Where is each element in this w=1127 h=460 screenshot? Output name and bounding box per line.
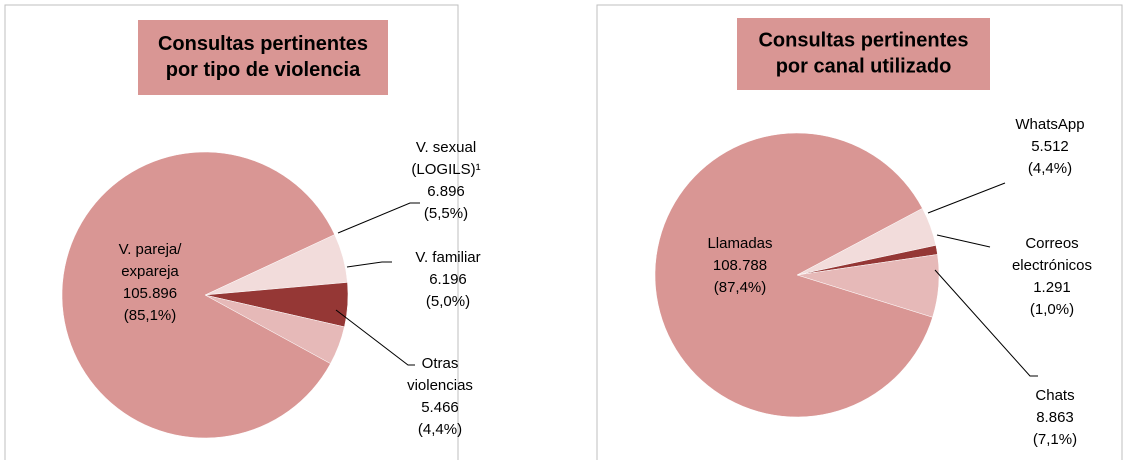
leader-line — [346, 261, 392, 268]
data-label: electrónicos — [1012, 257, 1092, 274]
data-label: expareja — [121, 263, 179, 280]
data-label: (5,5%) — [424, 205, 468, 222]
data-label: 105.896 — [123, 285, 177, 302]
pie-slice — [654, 132, 933, 418]
panel-border — [596, 4, 1123, 460]
data-label: Otras — [422, 355, 459, 372]
data-label: violencias — [407, 377, 473, 394]
data-label: V. pareja/ — [119, 241, 183, 258]
data-label: 6.896 — [427, 183, 465, 200]
chart-title: por canal utilizado — [776, 55, 952, 77]
data-label: (4,4%) — [418, 421, 462, 438]
data-label: (4,4%) — [1028, 160, 1072, 177]
title-box — [737, 18, 990, 90]
leader-line — [936, 234, 991, 248]
data-label: 8.863 — [1036, 409, 1074, 426]
leader-line — [335, 309, 415, 366]
data-label: (1,0%) — [1030, 301, 1074, 318]
data-label: 1.291 — [1033, 279, 1071, 296]
data-label: (5,0%) — [426, 293, 470, 310]
chart-title: Consultas pertinentes — [758, 29, 968, 51]
data-label: 6.196 — [429, 271, 467, 288]
data-label: (7,1%) — [1033, 431, 1077, 448]
data-label: 5.512 — [1031, 138, 1069, 155]
panel-border — [4, 4, 459, 460]
leader-line — [337, 202, 420, 234]
data-label: 108.788 — [713, 257, 767, 274]
data-label: Llamadas — [707, 235, 772, 252]
pie-slice — [61, 151, 335, 439]
title-box — [138, 20, 388, 95]
chart-title: Consultas pertinentes — [158, 33, 368, 55]
leader-line — [934, 269, 1038, 377]
data-label: (LOGILS)¹ — [411, 161, 480, 178]
data-label: Correos — [1025, 235, 1078, 252]
data-label: (85,1%) — [124, 307, 177, 324]
data-label: V. familiar — [415, 249, 480, 266]
data-label: V. sexual — [416, 139, 476, 156]
data-label: Chats — [1035, 387, 1074, 404]
chart-title: por tipo de violencia — [166, 59, 361, 81]
data-label: (87,4%) — [714, 279, 767, 296]
data-label: 5.466 — [421, 399, 459, 416]
leader-line — [927, 182, 1006, 214]
data-label: WhatsApp — [1015, 116, 1084, 133]
